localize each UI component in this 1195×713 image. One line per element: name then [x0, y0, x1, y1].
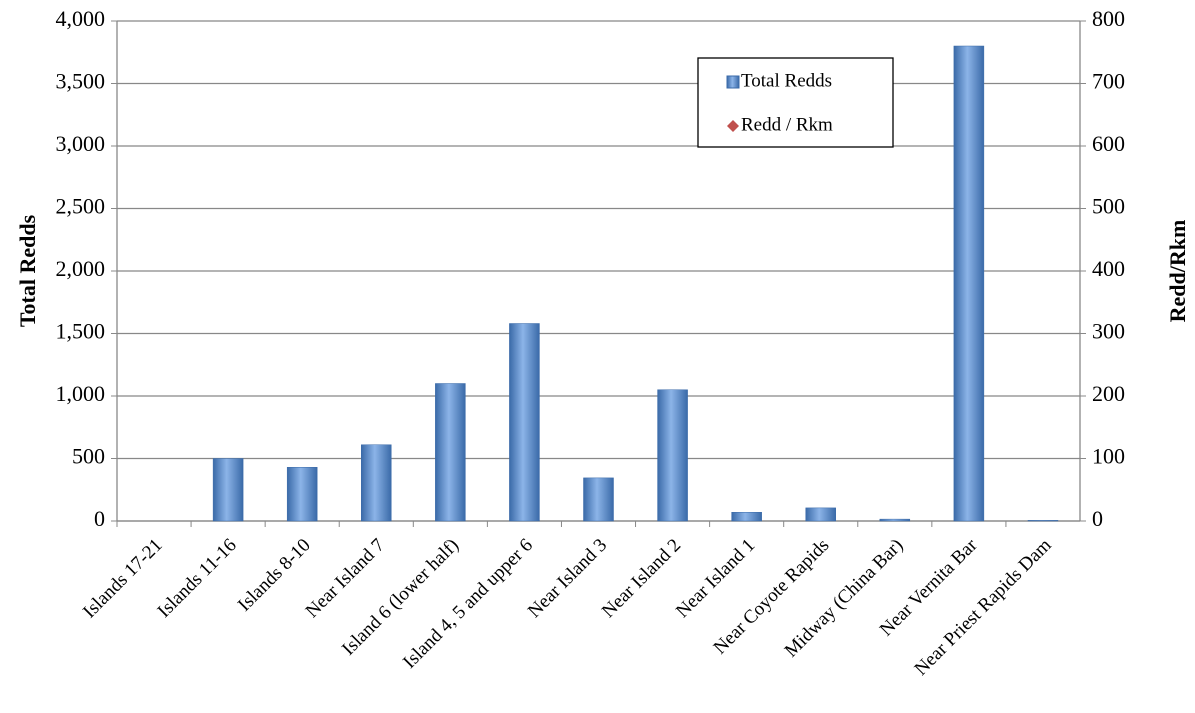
y-tick-label: 2,000 — [56, 256, 106, 281]
bar — [657, 389, 688, 522]
y2-tick-label: 500 — [1092, 194, 1125, 219]
y2-tick-label: 800 — [1092, 6, 1125, 31]
legend-label: Total Redds — [741, 70, 832, 91]
x-tick-label: Island 4, 5 and upper 6 — [399, 535, 537, 673]
y2-tick-label: 600 — [1092, 131, 1125, 156]
x-tick-label: Islands 17-21 — [79, 535, 167, 623]
x-tick-label: Islands 8-10 — [234, 535, 315, 616]
y2-tick-label: 700 — [1092, 69, 1125, 94]
y-tick-label: 3,500 — [56, 69, 106, 94]
y2-tick-label: 0 — [1092, 506, 1103, 531]
x-tick-label: Near Island 3 — [524, 535, 611, 622]
bar — [212, 458, 244, 522]
x-tick-label: Near Priest Rapids Dam — [911, 535, 1056, 680]
bar — [435, 383, 466, 522]
y-tick-label: 2,500 — [56, 194, 106, 219]
y2-tick-label: 200 — [1092, 381, 1125, 406]
bar — [879, 518, 911, 522]
y2-tick-label: 100 — [1092, 444, 1125, 469]
bar — [953, 45, 985, 522]
y-tick-label: 3,000 — [56, 131, 106, 156]
y-axis-title: Total Redds — [15, 214, 40, 327]
y2-axis-title: Redd/Rkm — [1165, 220, 1190, 323]
legend-label: Redd / Rkm — [741, 114, 833, 135]
legend-marker — [727, 120, 739, 132]
legend-marker — [726, 75, 740, 89]
bar — [509, 323, 540, 522]
y-tick-label: 1,500 — [56, 319, 106, 344]
bar — [805, 507, 836, 522]
y-tick-label: 0 — [94, 506, 105, 531]
x-tick-label: Near Island 2 — [598, 535, 685, 622]
y-tick-label: 500 — [72, 444, 105, 469]
y2-tick-label: 400 — [1092, 256, 1125, 281]
bar — [731, 512, 762, 522]
bar — [583, 477, 614, 522]
y2-tick-label: 300 — [1092, 319, 1125, 344]
bar — [286, 467, 318, 522]
y-tick-label: 4,000 — [56, 6, 106, 31]
legend-box — [697, 57, 894, 148]
bar — [361, 444, 392, 522]
x-tick-label: Islands 11-16 — [154, 535, 241, 622]
bar — [1027, 520, 1059, 522]
y-tick-label: 1,000 — [56, 381, 106, 406]
